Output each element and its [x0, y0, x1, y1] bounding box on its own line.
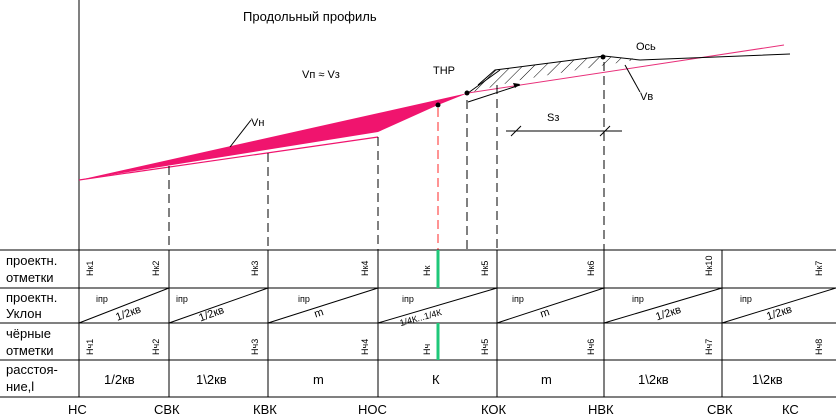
slope-v: m [313, 306, 325, 320]
ground-line [78, 136, 379, 181]
station-labels: НС СВК КВК НОС КОК НВК СВК КС [68, 402, 799, 417]
slope-cells: iпр 1/2кв iпр 1/2кв iпр m iпр 1/4К...1/4… [96, 294, 794, 328]
s3-label: Sз [547, 112, 559, 124]
row-label-1a: проектн. [6, 253, 57, 268]
row-label-3b: отметки [6, 343, 54, 358]
slope-v: m [539, 306, 551, 320]
design-mark: Hк [422, 266, 432, 276]
distance-cell: 1\2кв [638, 372, 669, 387]
vv-leader [624, 64, 641, 93]
row-labels: проектн. отметки проектн. Уклон чёрные о… [6, 253, 58, 394]
distance-cell: m [313, 372, 324, 387]
slope-v: 1/2кв [765, 304, 794, 323]
slope-i: iпр [632, 294, 644, 304]
slope-i: iпр [176, 294, 188, 304]
slope-i: iпр [96, 294, 108, 304]
excavation-hatch [468, 56, 640, 93]
slope-marker [513, 83, 520, 88]
design-mark: Hк1 [85, 261, 95, 276]
black-mark: Hч4 [360, 339, 370, 355]
s3-tick-left [510, 125, 522, 137]
row-label-2a: проектн. [6, 290, 57, 305]
slope-i: iпр [740, 294, 752, 304]
vn-leader [229, 119, 252, 148]
slope-v: 1/2кв [114, 304, 143, 324]
black-mark: Hч1 [85, 339, 95, 355]
station-label: НВК [588, 402, 614, 417]
drop-lines [168, 62, 605, 250]
row-label-4a: расстоя- [6, 362, 58, 377]
volume-eq-label: Vп ≈ Vз [302, 69, 340, 81]
row-label-1b: отметки [6, 270, 54, 285]
design-marks: Hк1 Hк2 Hк3 Hк4 Hк Hк5 Hк6 Hк10 Hк7 [85, 256, 824, 276]
row-label-2b: Уклон [6, 306, 42, 321]
design-mark: Hк3 [250, 261, 260, 276]
design-mark: Hк10 [704, 256, 714, 276]
slope-i: iпр [402, 294, 414, 304]
design-mark: Hк7 [814, 261, 824, 276]
cut-slope-line [467, 69, 501, 94]
station-label: НОС [358, 402, 387, 417]
distance-cell: 1\2кв [196, 372, 227, 387]
black-mark: Hч6 [586, 339, 596, 355]
profile-table [0, 249, 836, 398]
design-axis-line [467, 44, 785, 94]
cut-slope-line-2 [467, 84, 521, 103]
embankment-fill [79, 93, 468, 180]
black-mark: Hч2 [151, 339, 161, 355]
row-label-3a: чёрные [6, 326, 51, 341]
black-mark: Hч5 [480, 339, 490, 355]
slope-v: 1/2кв [197, 304, 226, 324]
distance-cell: 1\2кв [752, 372, 783, 387]
station-label: КВК [253, 402, 277, 417]
distance-cell: m [541, 372, 552, 387]
station-label: КС [782, 402, 799, 417]
point-a [435, 102, 441, 108]
black-mark: Hч3 [250, 339, 260, 355]
vn-label: Vн [251, 117, 264, 129]
s3-tick-right [599, 125, 611, 137]
black-mark: Hч [422, 344, 432, 355]
station-label: СВК [154, 402, 180, 417]
diagram-title: Продольный профиль [243, 9, 377, 24]
vv-label: Vв [640, 91, 653, 103]
design-mark: Hк2 [151, 261, 161, 276]
design-mark: Hк4 [360, 261, 370, 276]
black-marks: Hч1 Hч2 Hч3 Hч4 Hч Hч5 Hч6 Hч7 Hч8 [85, 339, 824, 355]
slope-diagonals [78, 287, 836, 324]
design-mark: Hк5 [480, 261, 490, 276]
slope-i: iпр [298, 294, 310, 304]
distance-cell: К [432, 372, 440, 387]
design-mark: Hк6 [586, 261, 596, 276]
thr-point [464, 90, 470, 96]
distance-cells: 1/2кв 1\2кв m К m 1\2кв 1\2кв [104, 372, 783, 387]
black-mark: Hч8 [814, 339, 824, 355]
row-label-4b: ние,l [6, 379, 34, 394]
slope-i: iпр [512, 294, 524, 304]
station-label: СВК [707, 402, 733, 417]
slope-end-dot [600, 54, 606, 60]
station-label: НС [68, 402, 87, 417]
station-label: КОК [481, 402, 507, 417]
axis-label: Ось [636, 41, 656, 53]
thr-label: ТНР [433, 65, 455, 77]
black-mark: Hч7 [704, 339, 714, 355]
distance-cell: 1/2кв [104, 372, 135, 387]
